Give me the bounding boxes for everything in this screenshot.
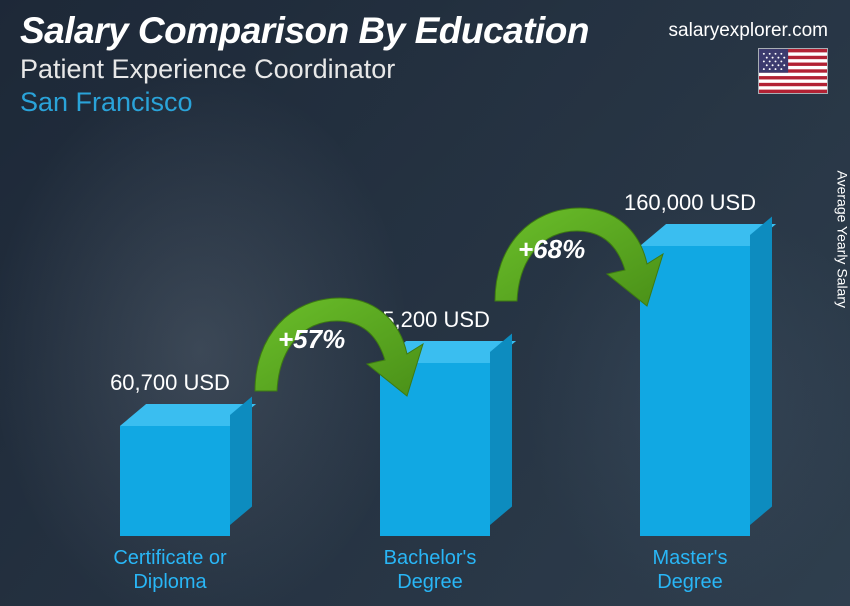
percent-increase-label: +57% <box>278 324 345 355</box>
bar-label-line2: Diploma <box>133 571 206 593</box>
bar-label-line2: Degree <box>657 571 723 593</box>
percent-increase-label: +68% <box>518 234 585 265</box>
bar-side-face <box>490 334 512 525</box>
bar-label-line1: Master's <box>653 547 728 569</box>
y-axis-label: Average Yearly Salary <box>834 171 850 309</box>
bar-front-face <box>120 426 230 536</box>
brand-logo: salaryexplorer.com <box>669 20 828 42</box>
bar-group: 60,700 USD <box>70 404 270 536</box>
bar-label: Certificate orDiploma <box>70 546 270 594</box>
bar-label-line1: Certificate or <box>113 547 226 569</box>
job-title: Patient Experience Coordinator <box>20 54 830 85</box>
bar-label-line1: Bachelor's <box>384 547 477 569</box>
bar-3d <box>120 404 230 536</box>
bar-label-line2: Degree <box>397 571 463 593</box>
salary-chart: 60,700 USDCertificate orDiploma95,200 US… <box>0 136 830 606</box>
bar-side-face <box>750 217 772 525</box>
brand-name: salaryexplorer <box>669 20 787 41</box>
brand-suffix: .com <box>787 20 828 41</box>
us-flag-icon <box>758 48 828 94</box>
bar-label: Master'sDegree <box>590 546 790 594</box>
location-label: San Francisco <box>20 87 830 118</box>
bar-label: Bachelor'sDegree <box>330 546 530 594</box>
